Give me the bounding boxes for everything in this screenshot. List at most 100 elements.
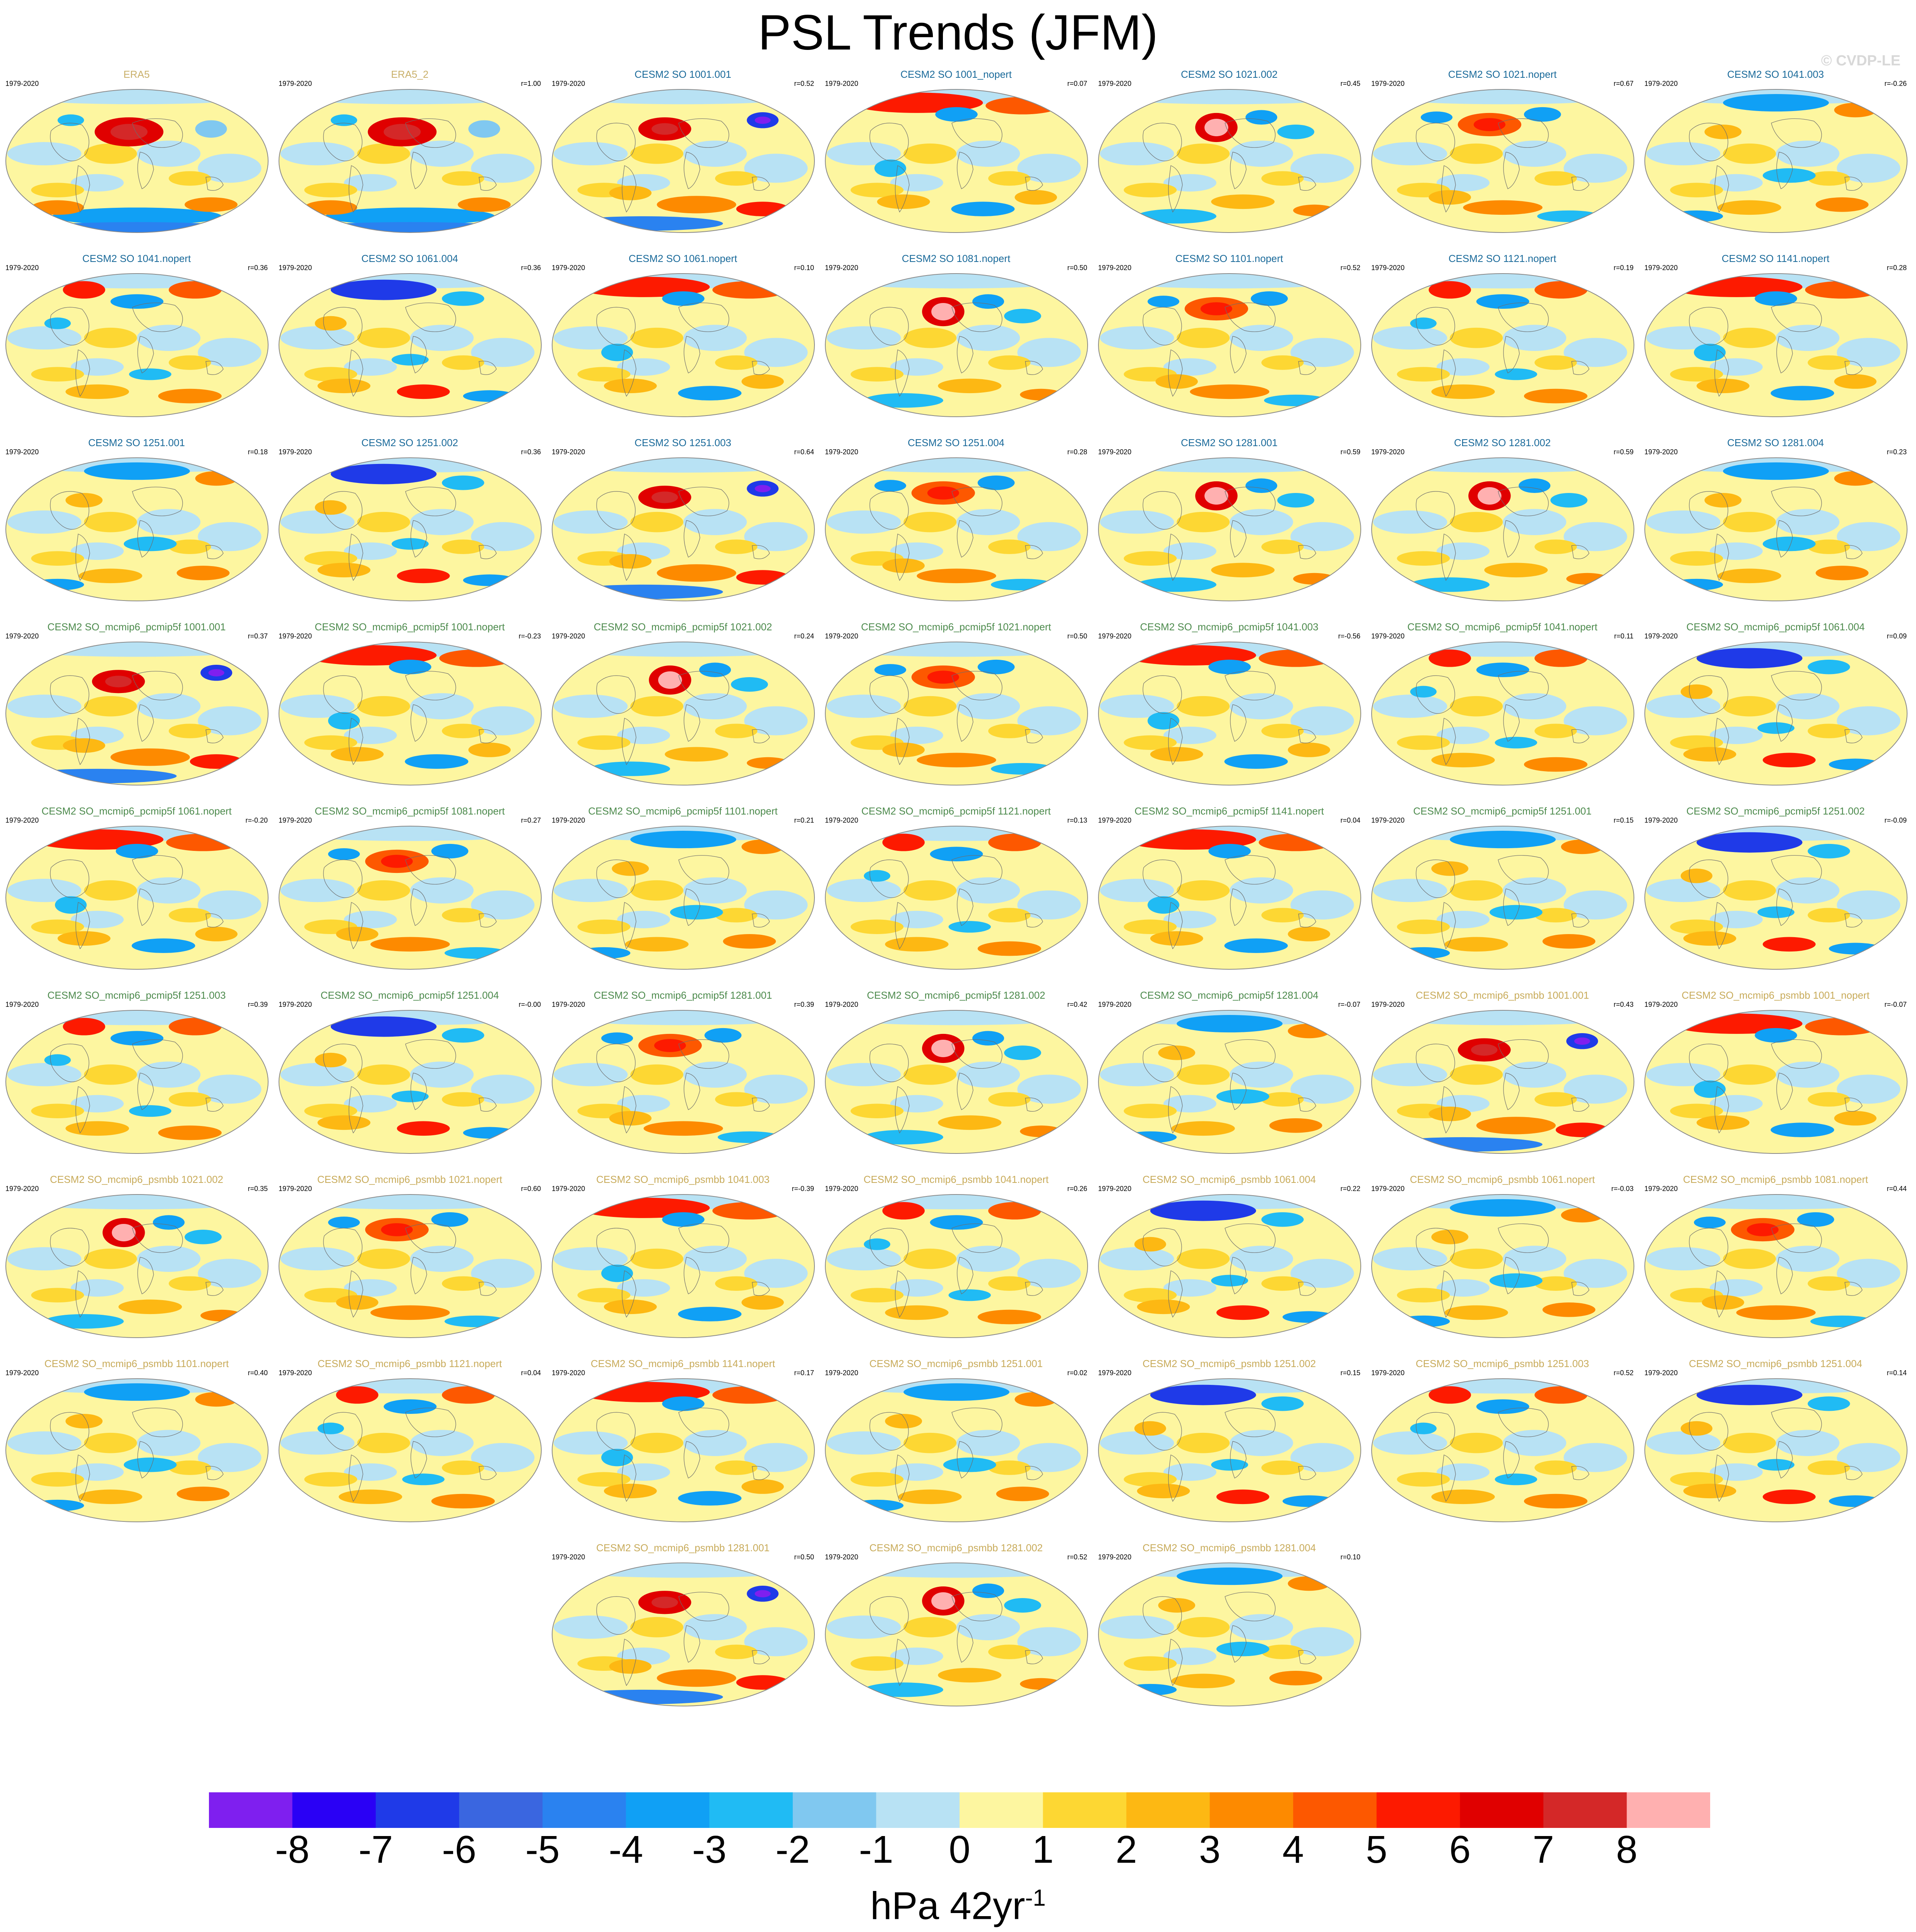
coastline	[1771, 855, 1822, 885]
coastline	[752, 1650, 770, 1664]
coastline	[1503, 1441, 1520, 1479]
anomaly-contour	[468, 120, 500, 138]
anomaly-contour	[158, 1125, 222, 1140]
anomaly-contour	[1290, 706, 1354, 736]
map-border	[279, 1378, 542, 1522]
anomaly-contour	[44, 317, 71, 329]
anomaly-contour	[1098, 274, 1361, 289]
anomaly-contour	[389, 659, 431, 674]
panel-correlation: r=0.07	[1067, 80, 1087, 87]
anomaly-contour	[71, 174, 124, 192]
robinson-map	[1098, 1378, 1361, 1522]
anomaly-contour	[1696, 1384, 1803, 1405]
anomaly-contour	[7, 879, 82, 902]
anomaly-contour	[169, 281, 222, 299]
coastline	[957, 336, 973, 373]
coastline	[1143, 1412, 1182, 1451]
anomaly-contour	[1177, 880, 1230, 901]
coastline	[405, 671, 456, 700]
anomaly-contour	[630, 143, 683, 164]
coastline	[622, 1455, 636, 1502]
anomaly-contour	[1017, 706, 1081, 736]
panel-years: 1979-2020	[1098, 632, 1132, 640]
anomaly-contour	[553, 1063, 628, 1087]
anomaly-contour	[1397, 1315, 1450, 1327]
coastline	[951, 118, 1002, 148]
coastline	[1689, 1412, 1728, 1451]
anomaly-contour	[1288, 1576, 1330, 1591]
panel-years: 1979-2020	[5, 1185, 39, 1193]
panel-years: 1979-2020	[552, 264, 585, 272]
coastline	[1498, 1039, 1549, 1069]
anomaly-contour	[471, 1259, 535, 1288]
anomaly-contour	[1177, 1015, 1283, 1033]
map-border	[552, 89, 815, 233]
anomaly-contour	[1261, 1092, 1304, 1107]
robinson-map	[552, 826, 815, 970]
anomaly-contour	[195, 1392, 238, 1407]
panel-correlation: r=0.23	[1887, 448, 1907, 456]
panel-title: CESM2 SO_mcmip6_psmbb 1081.nopert	[1683, 1174, 1868, 1185]
coastline	[1416, 859, 1455, 898]
anomaly-contour	[825, 826, 1088, 841]
anomaly-contour	[850, 1288, 904, 1302]
panel-years: 1979-2020	[1644, 264, 1678, 272]
coastline	[684, 1625, 700, 1663]
anomaly-contour	[1190, 384, 1269, 399]
map-panel: CESM2 SO_mcmip6_psmbb 1281.001 1979-2020 r…	[546, 1535, 819, 1713]
coastline	[1771, 1039, 1822, 1069]
anomaly-contour	[1437, 1463, 1490, 1481]
anomaly-contour	[890, 1463, 943, 1481]
panel-years: 1979-2020	[279, 264, 312, 272]
coastline	[1498, 1223, 1549, 1253]
coastline	[951, 486, 1002, 516]
anomaly-contour	[825, 1194, 1088, 1210]
anomaly-contour	[1710, 910, 1763, 928]
anomaly-contour	[662, 1212, 705, 1227]
coastline	[1689, 491, 1728, 530]
anomaly-contour	[917, 568, 996, 584]
robinson-map	[1644, 1194, 1907, 1338]
coastline	[1844, 1282, 1863, 1296]
anomaly-contour	[1373, 142, 1447, 166]
anomaly-contour	[1808, 844, 1850, 859]
anomaly-contour	[1282, 1311, 1336, 1323]
anomaly-contour	[1290, 1075, 1354, 1104]
coastline	[205, 913, 224, 927]
anomaly-contour	[304, 1104, 358, 1118]
coastline	[205, 545, 224, 559]
panel-correlation: r=0.52	[1613, 1369, 1634, 1377]
coastline	[1230, 704, 1247, 742]
anomaly-contour	[715, 908, 758, 922]
map-border	[1644, 89, 1907, 233]
anomaly-contour	[169, 355, 211, 370]
anomaly-contour	[1261, 1212, 1304, 1227]
anomaly-contour	[198, 1443, 262, 1472]
anomaly-contour	[651, 1597, 678, 1609]
map-panel: CESM2 SO_mcmip6_pcmip5f 1081.nopert 1979-…	[273, 798, 546, 976]
colorbar-swatch	[626, 1792, 710, 1828]
coastline	[479, 913, 497, 927]
anomaly-contour	[1230, 509, 1293, 536]
anomaly-contour	[552, 458, 814, 473]
map-border	[552, 457, 815, 601]
anomaly-contour	[977, 1309, 1041, 1325]
anomaly-contour	[1150, 1384, 1256, 1405]
anomaly-contour	[166, 833, 240, 851]
anomaly-contour	[1158, 1598, 1196, 1613]
anomaly-contour	[357, 1432, 410, 1453]
panel-correlation: r=0.15	[1340, 1369, 1360, 1377]
panel-years: 1979-2020	[552, 1185, 585, 1193]
anomaly-contour	[471, 522, 535, 551]
coastline	[50, 1412, 89, 1451]
panel-title: CESM2 SO_mcmip6_pcmip5f 1281.001	[594, 989, 772, 1001]
colorbar-swatch	[1043, 1792, 1127, 1828]
coastline	[1498, 671, 1549, 700]
anomaly-contour	[1230, 877, 1293, 904]
anomaly-contour	[1837, 1443, 1901, 1472]
panel-title: CESM2 SO 1021.nopert	[1448, 68, 1557, 80]
coastline	[1168, 1455, 1183, 1502]
anomaly-contour	[169, 171, 211, 186]
anomaly-contour	[129, 368, 171, 380]
anomaly-contour	[1670, 1472, 1723, 1487]
